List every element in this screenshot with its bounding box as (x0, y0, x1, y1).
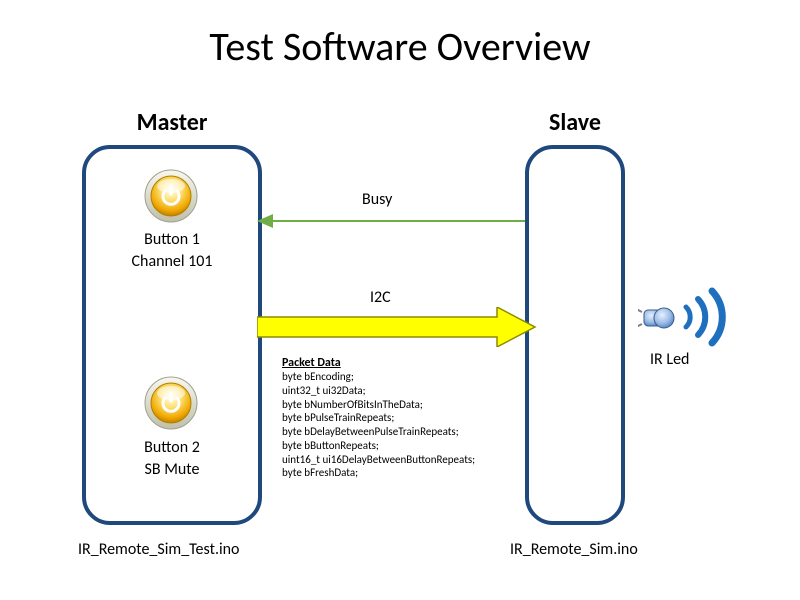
packet-data-line: byte bFreshData; (282, 466, 475, 480)
packet-data-line: byte bPulseTrainRepeats; (282, 411, 475, 425)
master-label: Master (82, 108, 262, 137)
slave-box (525, 145, 625, 525)
button2-label-line2: SB Mute (82, 460, 262, 480)
slave-filename: IR_Remote_Sim.ino (510, 540, 638, 559)
busy-arrow (255, 210, 531, 232)
busy-arrow-label: Busy (362, 190, 392, 209)
packet-data-line: uint16_t ui16DelayBetweenButtonRepeats; (282, 453, 475, 467)
packet-data-line: byte bEncoding; (282, 370, 475, 384)
packet-data-line: byte bButtonRepeats; (282, 439, 475, 453)
i2c-arrow (257, 307, 537, 347)
packet-data-line: uint32_t ui32Data; (282, 384, 475, 398)
i2c-arrow-label: I2C (370, 288, 391, 307)
power-button-1-icon (143, 168, 199, 224)
button2-label-line1: Button 2 (82, 438, 262, 458)
power-button-2-icon (143, 375, 199, 431)
packet-data: Packet Data byte bEncoding; uint32_t ui3… (282, 356, 475, 480)
page-title: Test Software Overview (0, 22, 800, 71)
button1-label-line1: Button 1 (82, 230, 262, 250)
ir-led-label: IR Led (650, 350, 689, 369)
slave-label: Slave (525, 108, 625, 137)
packet-data-title: Packet Data (282, 356, 475, 370)
button1-label-line2: Channel 101 (82, 252, 262, 272)
master-filename: IR_Remote_Sim_Test.ino (78, 540, 240, 559)
packet-data-line: byte bDelayBetweenPulseTrainRepeats; (282, 425, 475, 439)
packet-data-line: byte bNumberOfBitsInTheData; (282, 398, 475, 412)
ir-led-icon (638, 282, 748, 352)
